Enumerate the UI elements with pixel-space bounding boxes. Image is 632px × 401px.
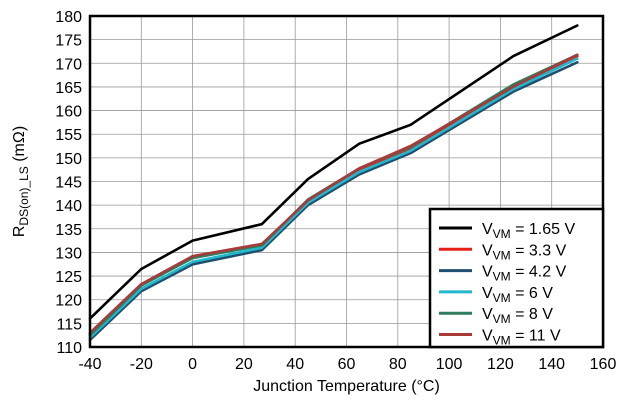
- legend-label-main: V: [482, 306, 493, 323]
- y-tick-label: 180: [55, 9, 82, 26]
- y-tick-label: 170: [55, 56, 82, 73]
- y-tick-label: 110: [56, 340, 82, 357]
- y-tick-label: 135: [55, 222, 82, 239]
- legend-label-value: = 8 V: [511, 306, 554, 323]
- x-tick-label: 40: [286, 356, 304, 373]
- legend-label: VVM = 6 V: [482, 285, 553, 305]
- legend-label-value: = 4.2 V: [511, 264, 567, 281]
- legend-label: VVM = 11 V: [482, 328, 561, 348]
- y-tick-label: 145: [55, 175, 82, 192]
- y-tick-label: 120: [55, 293, 82, 310]
- legend-label-main: V: [482, 264, 493, 281]
- y-axis-title-sub: DS(on)_LS: [17, 166, 31, 225]
- y-tick-label: 150: [55, 151, 82, 168]
- series-line-4: [88, 57, 579, 339]
- y-tick-label: 155: [55, 127, 82, 144]
- y-tick-label: 115: [56, 316, 82, 333]
- x-tick-label: -40: [78, 356, 101, 373]
- y-tick-label: 175: [55, 33, 82, 50]
- x-tick-label: 120: [487, 356, 514, 373]
- legend-label-sub: VM: [493, 334, 511, 348]
- series-line-6: [88, 53, 579, 335]
- y-tick-label: 165: [55, 80, 82, 97]
- series-line-3: [88, 60, 579, 342]
- y-tick-label: 160: [55, 104, 82, 121]
- x-tick-labels: -40 -20 0 20 40 60 80 100 120 140 160: [78, 356, 616, 373]
- legend-label-main: V: [482, 285, 493, 302]
- y-tick-label: 125: [55, 269, 82, 286]
- legend-label-value: = 6 V: [511, 285, 554, 302]
- legend-label-sub: VM: [493, 270, 511, 284]
- legend-label-value: = 3.3 V: [511, 242, 567, 259]
- x-tick-label: 20: [235, 356, 253, 373]
- legend-label-value: = 11 V: [511, 328, 561, 345]
- x-axis-title: Junction Temperature (°C): [253, 378, 440, 395]
- legend-label: VVM = 8 V: [482, 306, 553, 326]
- x-tick-label: -20: [130, 356, 153, 373]
- y-axis-title: RDS(on)_LS (mΩ): [11, 126, 31, 237]
- x-tick-label: 160: [590, 356, 617, 373]
- legend-label: VVM = 1.65 V: [482, 221, 575, 241]
- y-tick-label: 130: [55, 245, 82, 262]
- y-tick-labels: 110 115 120 125 130 135 140 145 150 155 160 165 170 1…: [55, 9, 82, 357]
- x-tick-label: 80: [389, 356, 407, 373]
- legend-box: [428, 207, 605, 349]
- legend-label-sub: VM: [493, 291, 511, 305]
- legend-label-sub: VM: [493, 227, 511, 241]
- legend-label: VVM = 3.3 V: [482, 242, 567, 262]
- x-tick-label: 0: [188, 356, 197, 373]
- plot-frame: [88, 14, 605, 349]
- y-axis-title-unit: (mΩ): [11, 126, 28, 166]
- legend-label-main: V: [482, 328, 493, 345]
- legend-label-main: V: [482, 221, 493, 238]
- series-line-1: [88, 24, 579, 320]
- legend-label: VVM = 4.2 V: [482, 264, 567, 284]
- x-tick-label: 60: [338, 356, 356, 373]
- series-lines: [88, 24, 579, 342]
- x-tick-label: 100: [436, 356, 463, 373]
- legend-label-sub: VM: [493, 248, 511, 262]
- y-tick-label: 140: [55, 198, 82, 215]
- legend-label-main: V: [482, 242, 493, 259]
- x-tick-label: 140: [538, 356, 565, 373]
- legend-label-sub: VM: [493, 312, 511, 326]
- y-axis-title-main: R: [11, 226, 28, 238]
- legend-label-value: = 1.65 V: [511, 221, 576, 238]
